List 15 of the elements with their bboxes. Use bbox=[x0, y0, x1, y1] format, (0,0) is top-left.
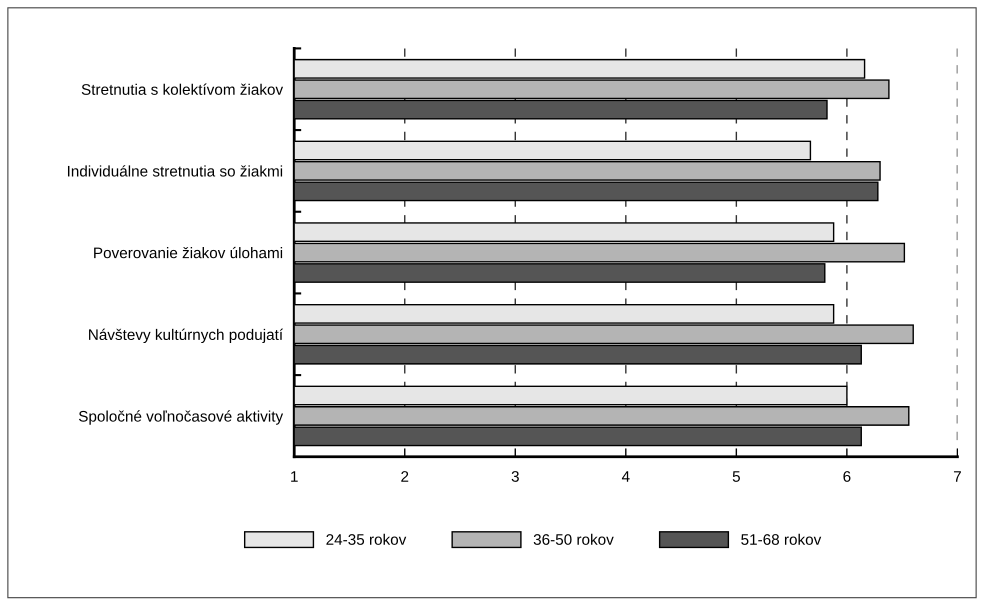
y-tick-label: Individuálne stretnutia so žiakmi bbox=[68, 165, 282, 177]
x-tick-label: 3 bbox=[512, 471, 519, 482]
y-tick-label: Stretnutia s kolektívom žiakov bbox=[82, 84, 284, 95]
legend-label: 24-35 rokov bbox=[326, 534, 406, 545]
x-tick-label: 4 bbox=[622, 471, 630, 482]
legend-label: 36-50 rokov bbox=[534, 534, 614, 545]
y-tick-label: Spoločné voľnočasové aktivity bbox=[78, 410, 284, 425]
x-tick-label: 2 bbox=[401, 471, 408, 482]
x-tick-label: 7 bbox=[954, 471, 961, 482]
x-tick-label: 1 bbox=[291, 471, 298, 482]
y-tick-label: Návštevy kultúrnych podujatí bbox=[89, 328, 284, 344]
legend-label: 51-68 rokov bbox=[741, 534, 822, 545]
x-tick-label: 5 bbox=[732, 471, 740, 482]
y-tick-label: Poverovanie žiakov úlohami bbox=[94, 246, 282, 258]
x-tick-label: 6 bbox=[843, 471, 850, 482]
